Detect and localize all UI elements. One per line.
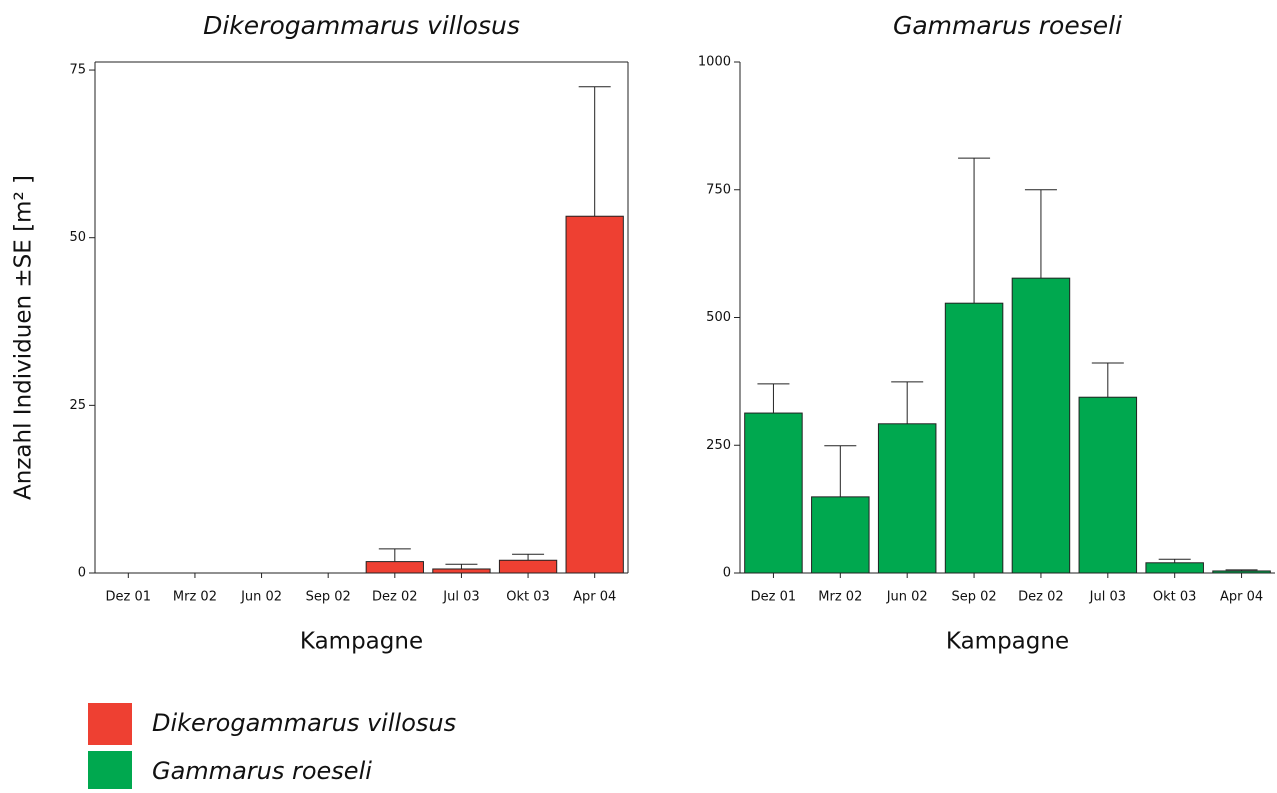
x-tick-label: Okt 03 [1153,590,1197,605]
legend-swatch [88,751,132,793]
x-tick-label: Sep 02 [306,590,351,605]
bar [1145,562,1204,574]
bar [365,561,424,574]
y-tick-label: 0 [78,566,86,581]
x-tick-label: Apr 04 [573,590,616,605]
x-tick-label: Jun 02 [240,590,282,605]
y-tick-label: 250 [706,438,731,453]
bar [877,423,937,574]
bar [1011,277,1071,574]
bar [744,412,803,574]
bar [944,302,1004,574]
y-tick-label: 1000 [698,55,731,70]
x-tick-label: Dez 01 [106,590,152,605]
y-tick-label: 25 [69,398,86,413]
legend-label: Gammarus roeseli [152,757,372,785]
legend-label: Dikerogammarus villosus [152,709,456,737]
x-axis-label: Kampagne [300,629,423,655]
x-tick-label: Mrz 02 [173,590,217,605]
bar [1212,570,1271,574]
y-tick-label: 0 [723,566,731,581]
x-tick-label: Apr 04 [1220,590,1263,605]
bar [498,559,558,574]
x-tick-label: Dez 02 [372,590,418,605]
x-tick-label: Jul 03 [1089,590,1126,605]
bar [1078,396,1138,574]
chart-title: Dikerogammarus villosus [203,11,520,40]
bar [811,496,870,574]
x-tick-label: Jul 03 [442,590,479,605]
x-tick-label: Dez 02 [1018,590,1064,605]
x-tick-label: Sep 02 [951,590,996,605]
legend-swatch [88,703,132,745]
x-tick-label: Okt 03 [506,590,550,605]
y-axis-label: Anzahl Individuen ±SE [m² ] [11,175,37,500]
bar [432,568,491,574]
chart-title: Gammarus roeseli [893,11,1122,40]
y-tick-label: 50 [69,230,86,245]
x-axis-label: Kampagne [946,629,1069,655]
x-tick-label: Mrz 02 [818,590,862,605]
y-tick-label: 75 [69,63,86,78]
x-tick-label: Jun 02 [886,590,928,605]
y-tick-label: 500 [706,310,731,325]
x-tick-label: Dez 01 [751,590,797,605]
y-tick-label: 750 [706,182,731,197]
bar [565,215,624,574]
